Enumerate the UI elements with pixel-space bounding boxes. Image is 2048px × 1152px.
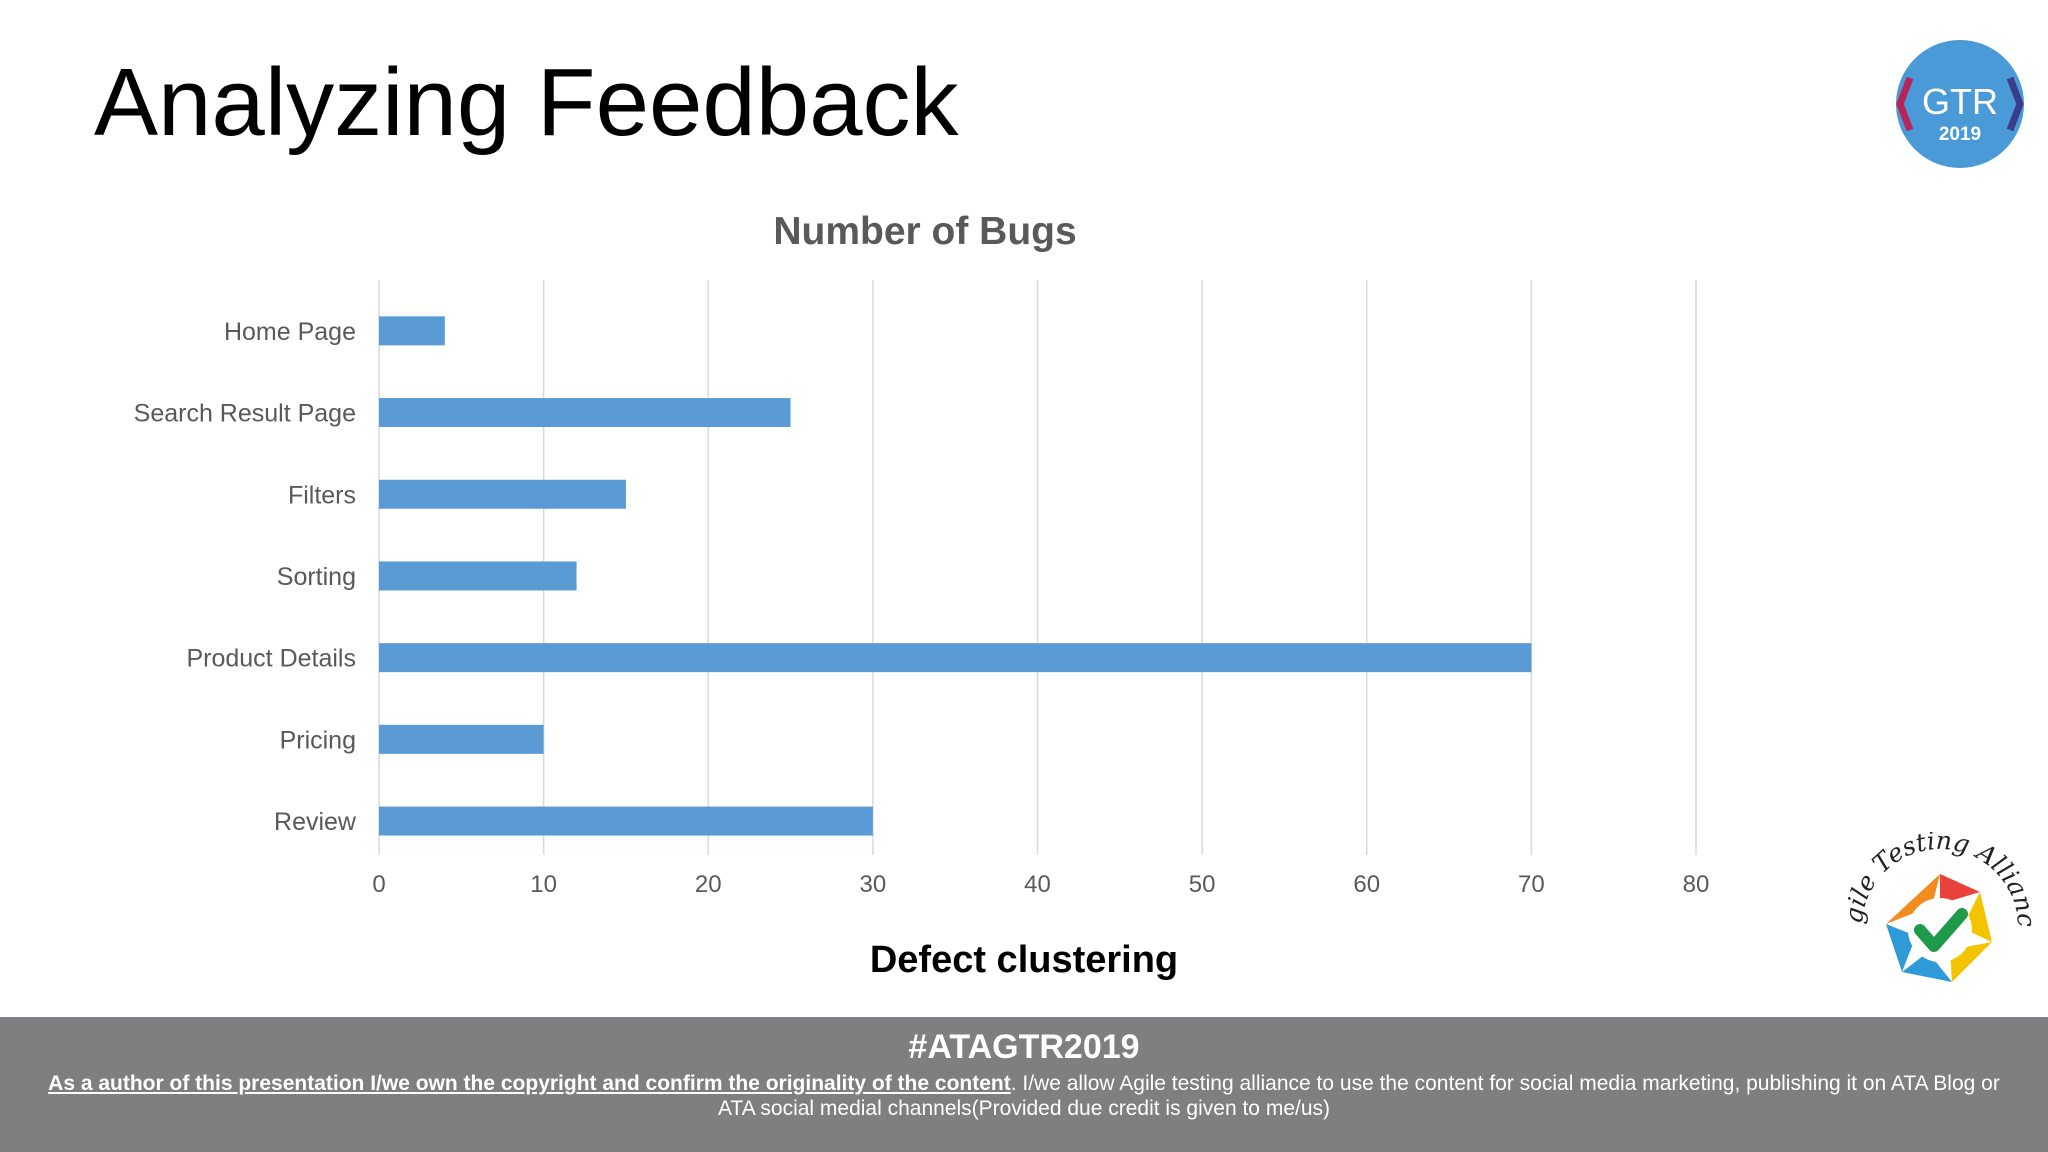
x-tick-label: 70: [1518, 871, 1545, 898]
chart-caption: Defect clustering: [869, 939, 1179, 981]
bar: [379, 561, 577, 591]
slide-title: Analyzing Feedback: [94, 49, 959, 156]
bar: [379, 806, 873, 836]
bar: [379, 643, 1532, 673]
bar: [379, 316, 445, 346]
bar: [379, 398, 791, 428]
copyright-notice-bold: As a author of this presentation I/we ow…: [48, 1072, 1011, 1095]
category-label: Sorting: [277, 563, 356, 591]
x-tick-label: 60: [1353, 871, 1380, 898]
x-tick-label: 20: [695, 871, 722, 898]
x-tick-label: 80: [1683, 871, 1710, 898]
gtr-logo-year: 2019: [1939, 124, 1981, 145]
bar: [379, 724, 544, 754]
category-label: Home Page: [224, 318, 356, 346]
x-tick-label: 50: [1189, 871, 1216, 898]
copyright-notice-rest: . I/we allow Agile testing alliance to u…: [717, 1072, 2000, 1120]
agile-testing-alliance-logo: Agile Testing Alliance: [1842, 832, 2038, 982]
gtr-2019-logo: GTR 2019: [1896, 40, 2024, 168]
category-label: Review: [274, 808, 357, 836]
bar: [379, 479, 626, 509]
category-label: Pricing: [280, 726, 356, 754]
chart-title: Number of Bugs: [773, 210, 1077, 253]
x-tick-label: 30: [860, 871, 887, 898]
footer-bar: #ATAGTR2019 As a author of this presenta…: [0, 1017, 2048, 1152]
x-tick-label: 10: [530, 871, 557, 898]
x-tick-label: 0: [372, 871, 385, 898]
category-label: Filters: [288, 481, 356, 509]
category-label: Search Result Page: [134, 400, 356, 428]
gtr-logo-text: GTR: [1922, 81, 1998, 122]
copyright-notice: As a author of this presentation I/we ow…: [0, 1071, 2048, 1121]
footer-hashtag: #ATAGTR2019: [908, 1028, 1140, 1066]
category-label: Product Details: [186, 645, 356, 673]
x-tick-label: 40: [1024, 871, 1051, 898]
